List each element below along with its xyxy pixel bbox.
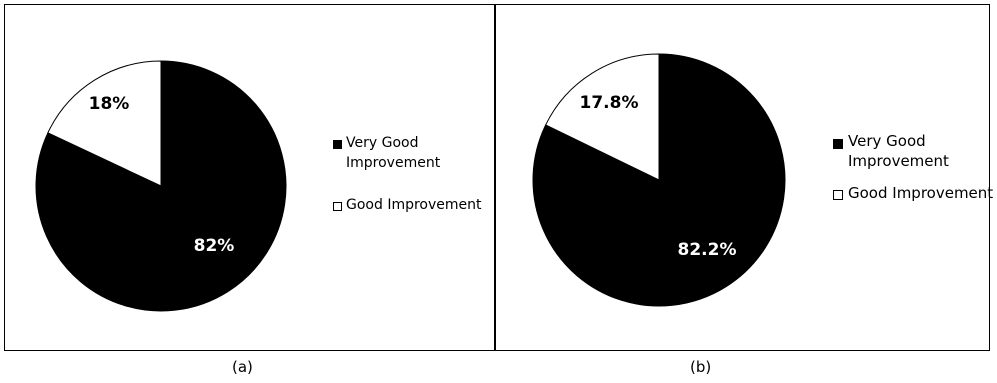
pie-slice-very-good-improvement [532,53,786,307]
legend-line2: Improvement [848,152,949,170]
legend-entry-very-good-b: Very Good Improvement [848,131,949,171]
figure-frame [4,4,990,351]
caption-b: (b) [690,358,712,376]
pie-b-slices [532,53,786,307]
pie-a-slices [35,60,287,312]
legend-line1: Very Good [848,132,926,150]
slice-label-good-b: 17.8% [580,93,639,113]
legend-line1: Very Good [346,135,419,151]
pie-slice-very-good-improvement [35,60,287,312]
pie-slice-good-improvement [545,53,660,181]
caption-a: (a) [232,358,253,376]
legend-swatch-good-a [333,202,342,211]
slice-label-very-good-a: 82% [194,236,235,256]
legend-swatch-very-good-b [833,139,843,149]
legend-entry-very-good-a: Very Good Improvement [346,133,440,173]
panel-divider [494,4,496,351]
legend-swatch-very-good-a [333,140,342,149]
legend-entry-good-b: Good Improvement [848,184,994,202]
legend-entry-good-a: Good Improvement [346,197,482,213]
slice-label-good-a: 18% [89,94,130,114]
slice-label-very-good-b: 82.2% [678,240,737,260]
pie-slice-good-improvement [47,60,162,187]
legend-swatch-good-b [833,190,843,200]
legend-line2: Improvement [346,155,441,171]
